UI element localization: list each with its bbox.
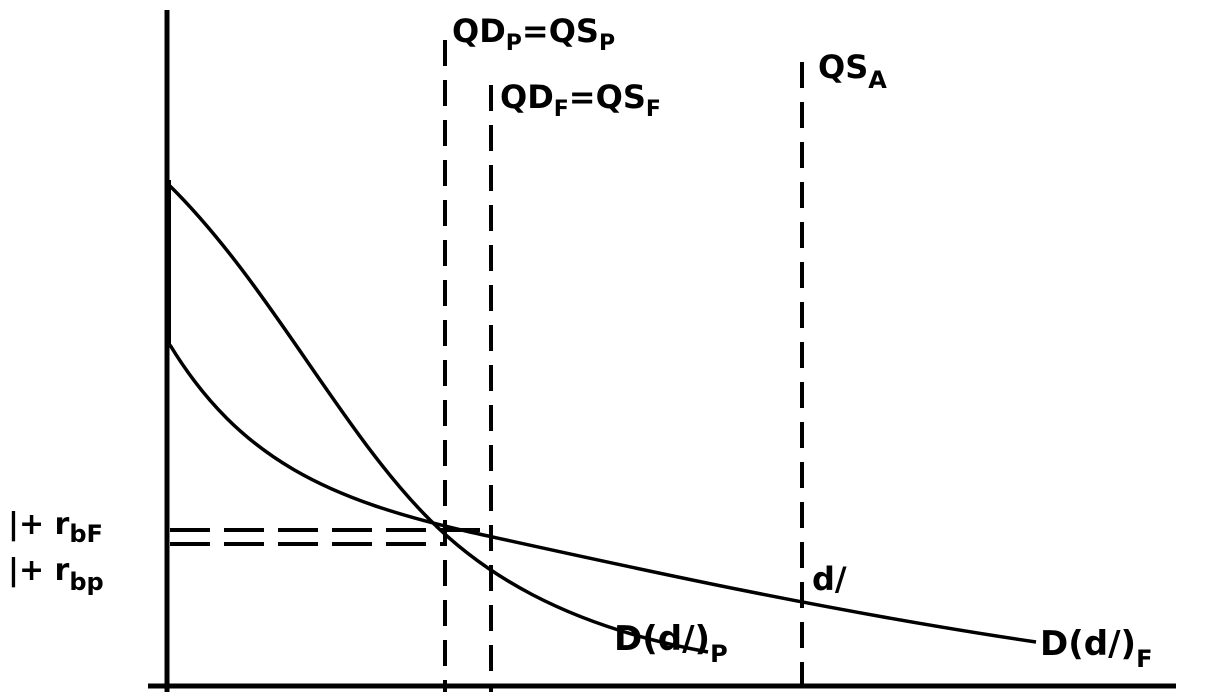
qsa-label: QSA [818,48,887,94]
demand-curve-p [168,184,709,654]
rbf-main: |+ r [8,507,70,542]
qsf-sub: F [646,97,661,122]
qsa-main: QS [818,48,868,86]
demand-f-main: D(d/) [1040,624,1136,664]
demand-curve-f [168,344,1037,644]
rbp-main: |+ r [8,553,70,588]
qdp-main: QD [452,12,506,50]
qdf-main: QD [500,78,554,116]
one-plus-rbp-label: |+ rbp [8,553,104,596]
qdf-qsf-label: QDF=QSF [500,78,661,122]
demand-p-main: D(d/) [614,619,710,659]
rbf-sub: bF [69,520,103,548]
qdp-sub: P [506,31,522,56]
qdp-qsp-label: QDP=QSP [452,12,615,56]
demand-f-label: D(d/)F [1040,624,1152,673]
qsp-sub: P [599,31,615,56]
one-plus-rbf-label: |+ rbF [8,507,103,548]
qdf-sub: F [554,97,569,122]
d-slash-label: d/ [812,560,847,598]
qdf-mid: =QS [569,78,646,116]
qsa-sub: A [868,66,887,94]
demand-f-sub: F [1136,645,1152,673]
demand-p-sub: P [710,640,728,668]
qdp-mid: =QS [522,12,599,50]
demand-p-label: D(d/)P [614,619,728,668]
rbp-sub: bp [69,568,103,596]
